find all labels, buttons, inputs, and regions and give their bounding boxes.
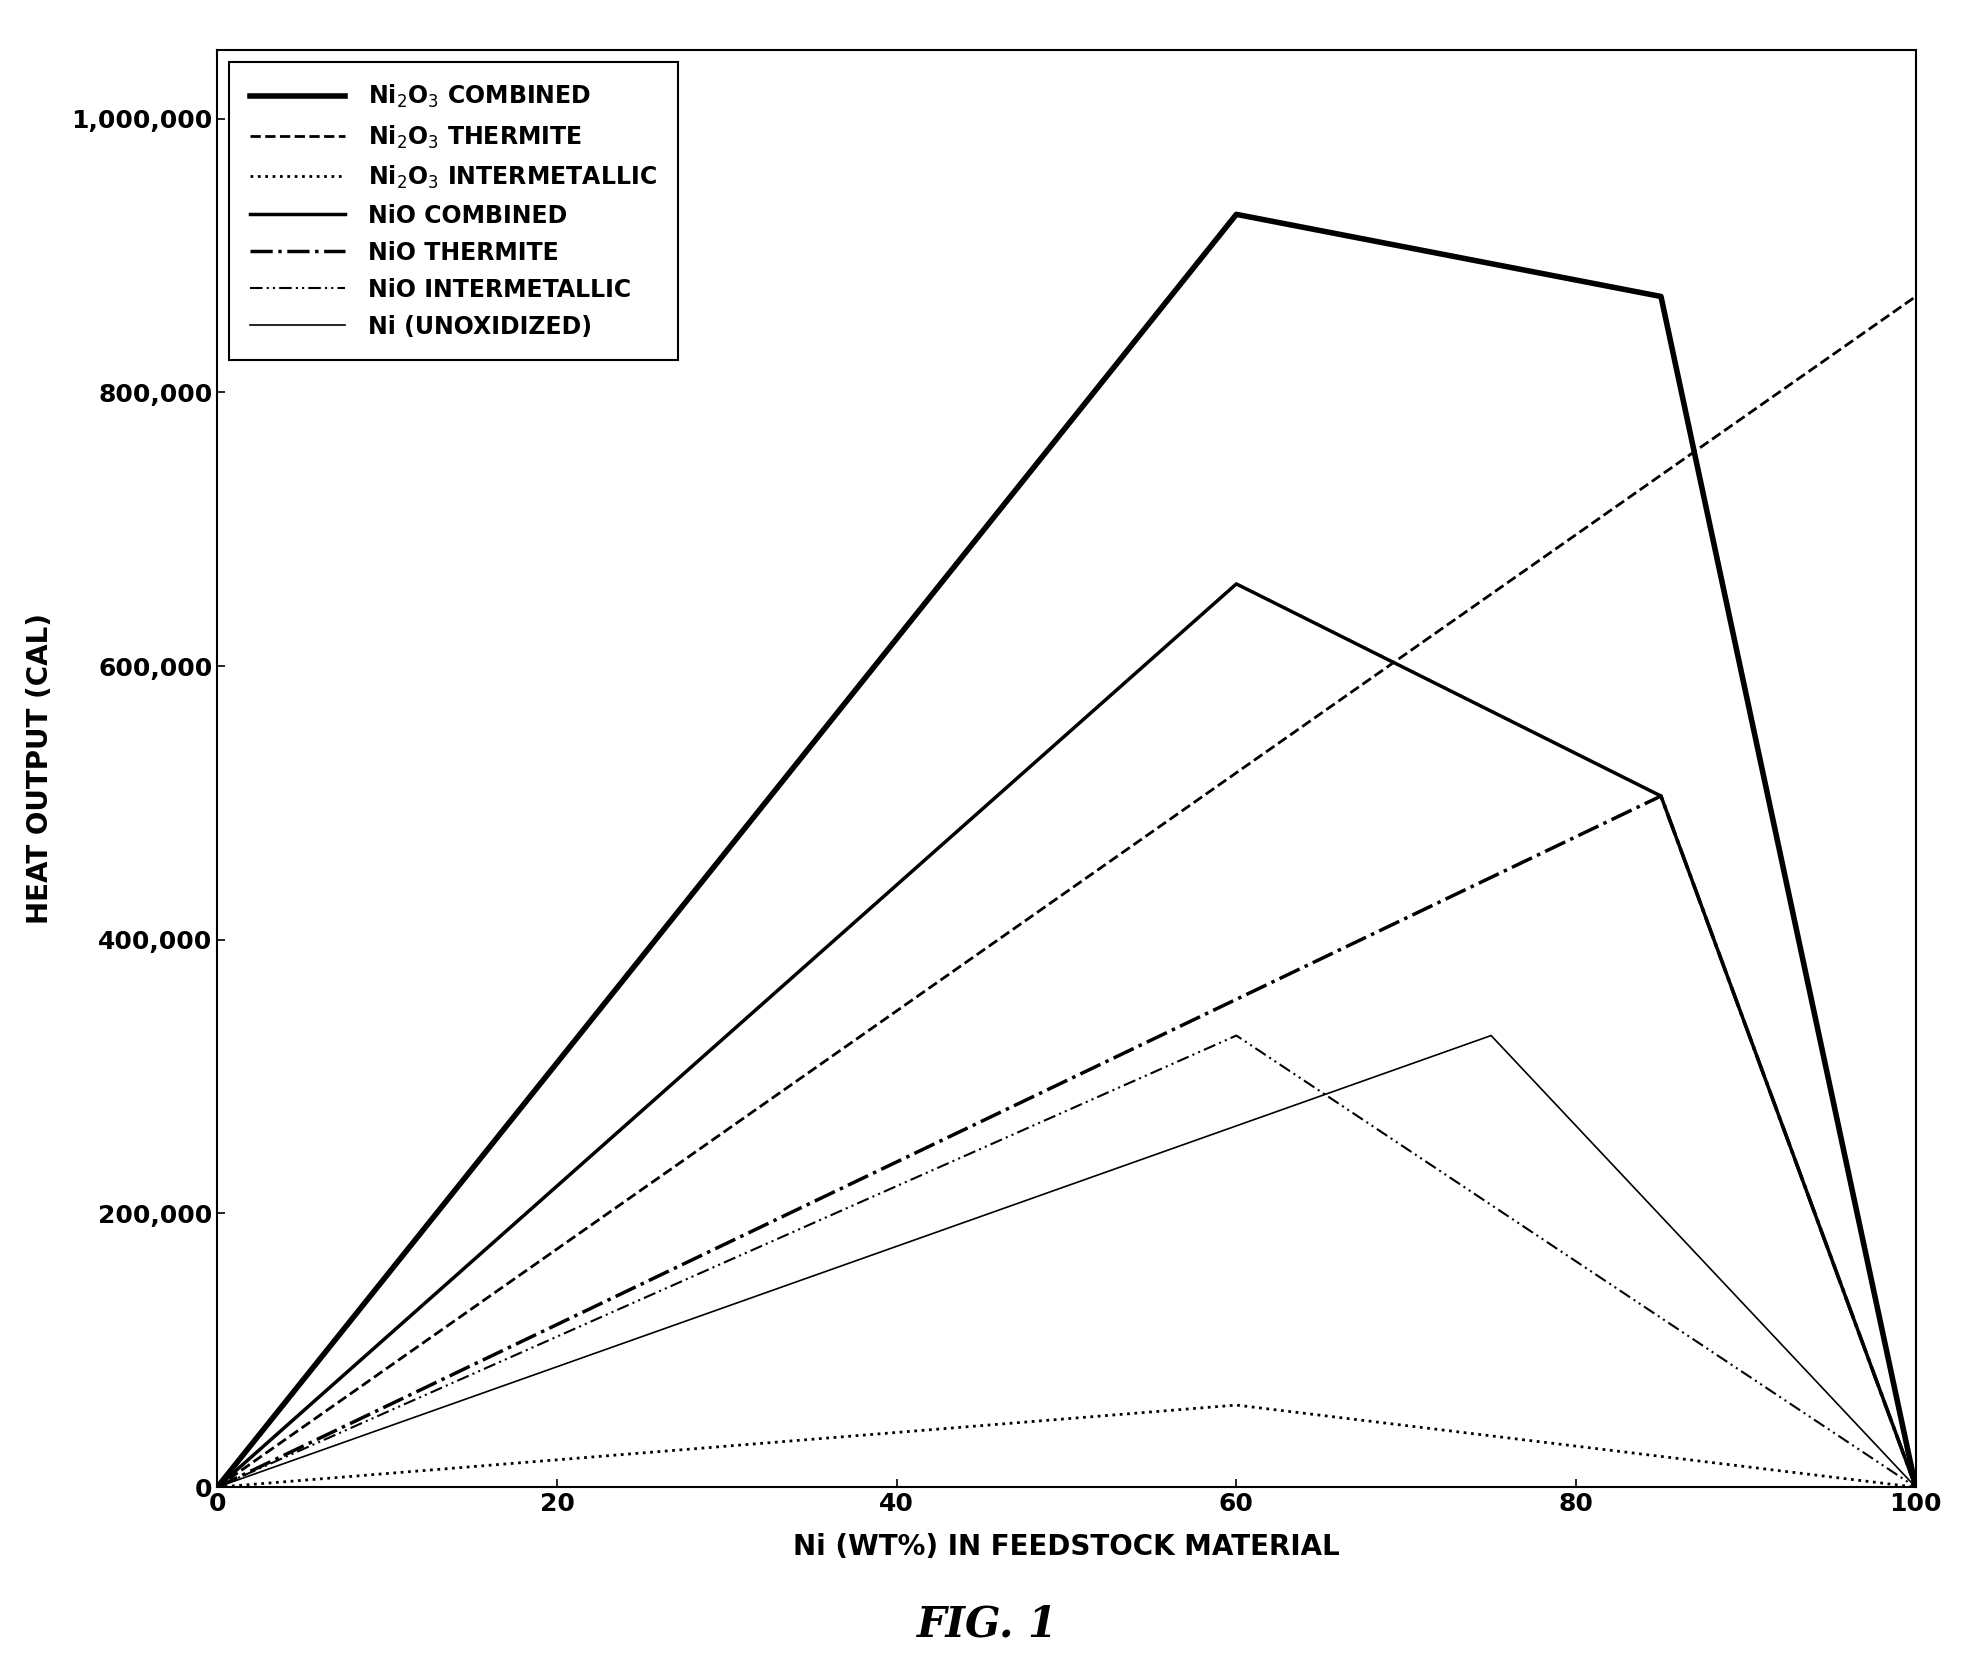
- X-axis label: Ni (WT%) IN FEEDSTOCK MATERIAL: Ni (WT%) IN FEEDSTOCK MATERIAL: [794, 1532, 1339, 1561]
- Legend: Ni$_2$O$_3$ COMBINED, Ni$_2$O$_3$ THERMITE, Ni$_2$O$_3$ INTERMETALLIC, NiO COMBI: Ni$_2$O$_3$ COMBINED, Ni$_2$O$_3$ THERMI…: [229, 62, 679, 359]
- Y-axis label: HEAT OUTPUT (CAL): HEAT OUTPUT (CAL): [26, 613, 55, 924]
- Text: FIG. 1: FIG. 1: [916, 1602, 1059, 1646]
